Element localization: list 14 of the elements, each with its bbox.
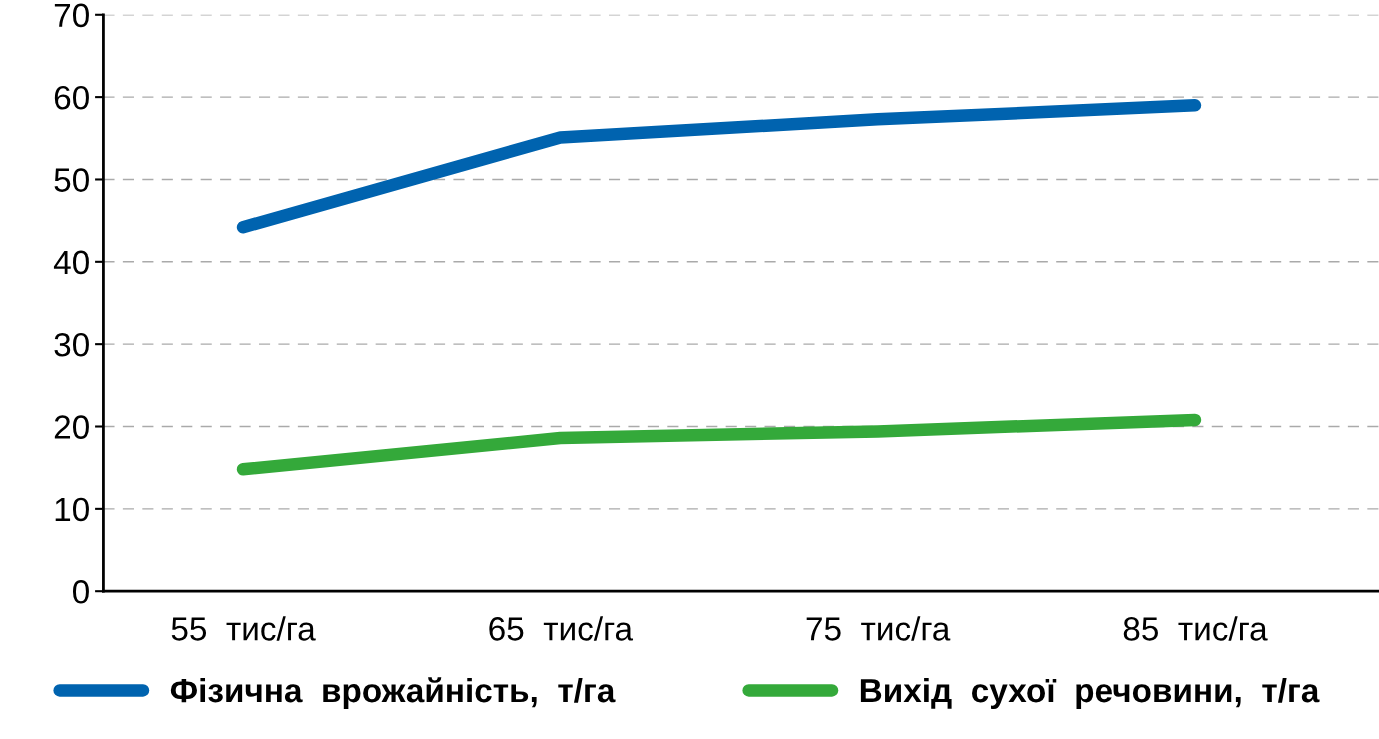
y-tick-label: 60 — [54, 85, 89, 110]
y-tick-label: 70 — [54, 3, 89, 28]
y-tick-label: 50 — [54, 168, 89, 192]
y-tick-label: 20 — [54, 415, 89, 439]
y-tick-label: 40 — [53, 250, 89, 275]
legend-label: Вихід сухої речовини, т/га — [860, 677, 1320, 709]
x-tick-label: 85 тис/га — [1123, 616, 1268, 641]
x-tick-label: 55 тис/га — [171, 616, 316, 641]
x-tick-label: 65 тис/га — [489, 616, 634, 641]
y-tick-label: 0 — [73, 580, 89, 604]
y-tick-label: 10 — [55, 497, 89, 522]
x-tick-label: 75 тис/га — [806, 616, 951, 641]
legend-label: Фізична врожайність, т/га — [170, 677, 616, 709]
y-tick-label: 30 — [54, 332, 89, 357]
